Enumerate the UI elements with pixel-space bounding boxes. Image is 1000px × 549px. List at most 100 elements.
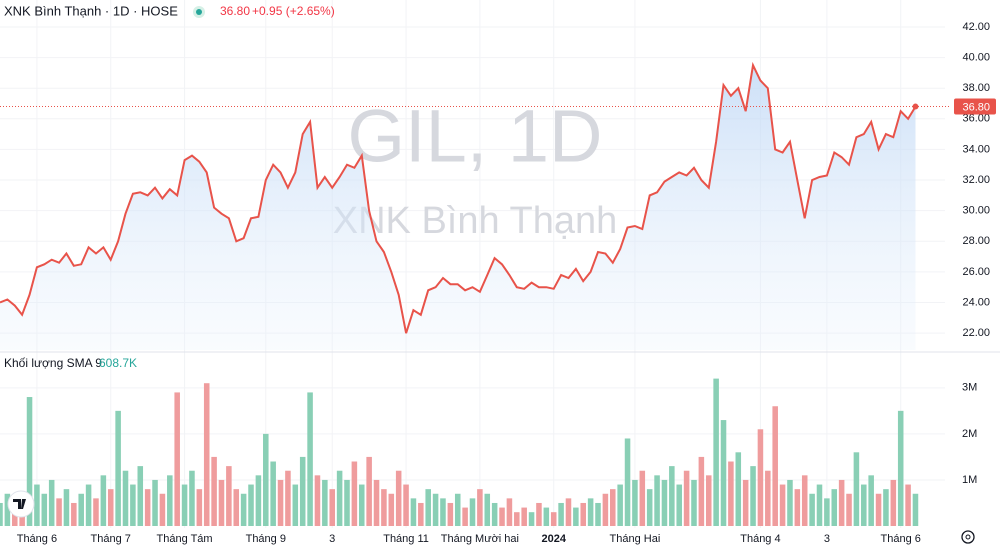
volume-bar: [491, 502, 498, 526]
y-tick-label: 3M: [962, 382, 977, 394]
status-dot: [196, 9, 202, 15]
volume-bar: [11, 507, 18, 526]
volume-bar: [211, 456, 217, 526]
volume-bar: [93, 498, 99, 526]
volume-bar: [691, 479, 697, 526]
price-line: [0, 61, 917, 334]
volume-bar: [107, 489, 114, 526]
volume-bar: [779, 484, 786, 526]
volume-bar: [506, 498, 513, 526]
x-tick-label: Tháng 7: [91, 533, 131, 545]
volume-bar: [196, 489, 203, 526]
volume-bar: [602, 493, 609, 526]
volume-bar: [617, 484, 623, 526]
volume-bar: [757, 429, 764, 526]
volume-bar: [152, 479, 158, 526]
volume-bar: [344, 479, 350, 526]
volume-bar: [632, 479, 638, 526]
volume-bar: [824, 498, 830, 526]
volume-bar: [447, 502, 454, 526]
x-tick-label: Tháng Tám: [157, 533, 213, 545]
watermark-name: XNK Bình Thạnh: [333, 200, 617, 242]
x-tick-label: 3: [824, 533, 830, 545]
volume-bar: [565, 498, 572, 526]
volume-bar: [646, 489, 653, 526]
y-tick-label: 38.00: [962, 82, 990, 94]
volume-bar: [801, 475, 808, 526]
volume-bar: [218, 479, 225, 526]
volume-bar: [550, 512, 557, 526]
volume-bar: [329, 489, 335, 526]
volume-bar: [233, 489, 240, 526]
volume-bar: [809, 493, 815, 526]
volume-bar: [85, 484, 92, 526]
volume-bar: [403, 484, 409, 526]
volume-bar: [897, 410, 904, 526]
volume-bar: [26, 397, 33, 526]
volume-bar: [226, 466, 232, 526]
volume-bar: [299, 456, 306, 526]
volume-bar: [742, 479, 749, 526]
plot: [0, 61, 950, 526]
logo: [7, 490, 35, 518]
volume-bar: [314, 475, 321, 526]
volume-bar: [189, 470, 195, 526]
volume-bar: [388, 493, 395, 526]
volume-bar: [115, 410, 121, 526]
last-point: [912, 103, 919, 110]
volume-bar: [528, 512, 535, 526]
volume-bar: [853, 452, 860, 526]
volume-bar: [263, 433, 269, 526]
volume-bar: [167, 475, 173, 526]
volume-title: Khối lượng SMA 9: [4, 356, 102, 370]
volume-bar: [654, 475, 660, 526]
volume-bar: [912, 493, 919, 526]
volume-bar: [203, 383, 210, 526]
volume-bar: [728, 461, 734, 526]
volume-bar: [469, 498, 476, 526]
volume-bar: [536, 502, 542, 526]
volume-bar: [713, 378, 719, 526]
volume-bar: [432, 493, 439, 526]
volume-bar: [580, 502, 587, 526]
volume-bar: [122, 470, 129, 526]
volume-bar: [34, 484, 40, 526]
y-tick-label: 22.00: [962, 327, 990, 339]
volume-bar: [587, 498, 594, 526]
volume-bar: [514, 512, 520, 526]
volume-bar: [248, 484, 254, 526]
volume-bar: [174, 392, 180, 526]
volume-bar: [883, 489, 889, 526]
volume-bar: [639, 470, 646, 526]
volume-bar: [48, 479, 55, 526]
volume-bar: [720, 420, 727, 526]
volume-bar: [676, 484, 682, 526]
volume-bar: [521, 507, 527, 526]
volume-bar: [78, 493, 84, 526]
volume-bar: [425, 489, 431, 526]
volume-bar: [698, 456, 705, 526]
settings-icon[interactable]: [961, 530, 975, 544]
volume-bar: [137, 466, 144, 526]
volume-bar: [705, 475, 712, 526]
volume-bar: [484, 493, 491, 526]
volume-bar: [159, 493, 166, 526]
volume-bar: [669, 466, 675, 526]
volume-bar: [144, 489, 151, 526]
volume-bar: [130, 484, 136, 526]
x-tick-label: Tháng Mười hai: [441, 533, 519, 545]
volume-bar: [56, 498, 62, 526]
last-price-label: 36.80: [962, 101, 990, 113]
volume-bar: [846, 493, 852, 526]
volume-bar: [890, 479, 897, 526]
volume-bar: [765, 470, 771, 526]
volume-bar: [366, 456, 372, 526]
volume-bar: [772, 406, 778, 526]
volume-bar: [418, 502, 424, 526]
y-tick-label: 2M: [962, 428, 977, 440]
volume-bar: [831, 489, 838, 526]
volume-bar: [373, 479, 380, 526]
volume-bar: [499, 507, 505, 526]
volume-bar: [181, 484, 188, 526]
volume-bar: [610, 489, 616, 526]
